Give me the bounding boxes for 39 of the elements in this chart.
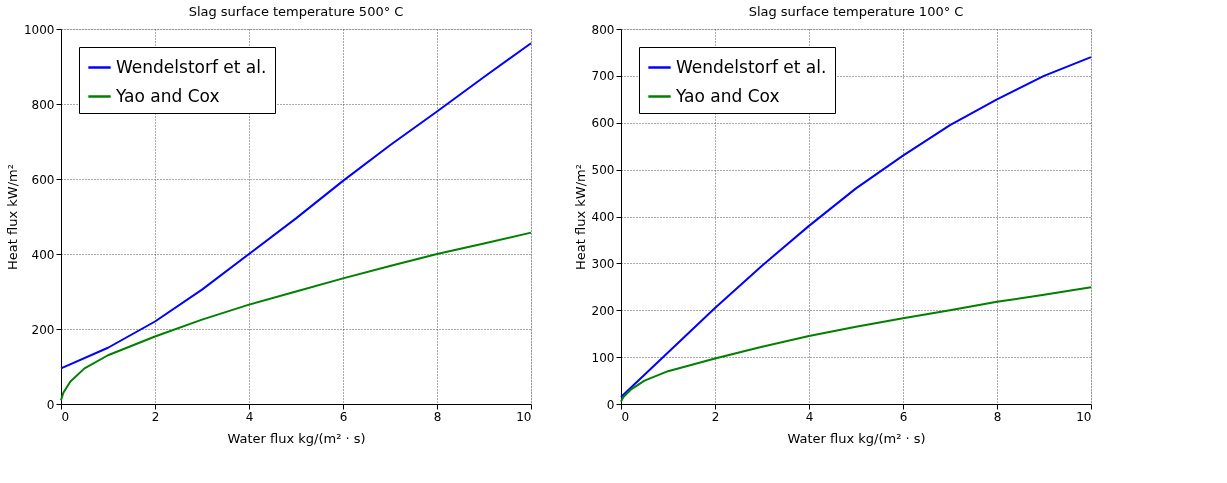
y-tick-label: 1000 — [23, 22, 55, 37]
x-axis-title: Water flux kg/(m² · s) — [787, 430, 926, 446]
x-tick-label: 8 — [433, 409, 442, 424]
y-tick-label: 600 — [591, 116, 615, 131]
legend-label: Yao and Cox — [675, 85, 780, 106]
x-tick-label: 2 — [711, 409, 720, 424]
y-tick-label: 200 — [591, 303, 615, 318]
x-tick-label: 4 — [245, 409, 254, 424]
x-tick-label: 2 — [151, 409, 160, 424]
x-tick-label: 4 — [805, 409, 814, 424]
y-tick-label: 0 — [606, 397, 615, 412]
y-tick-label: 0 — [46, 397, 55, 412]
chart-title: Slag surface temperature 500° C — [188, 4, 404, 19]
y-tick-label: 400 — [591, 210, 615, 224]
y-tick-label: 300 — [591, 256, 615, 271]
x-tick-label: 10 — [1076, 409, 1092, 424]
x-tick-label: 6 — [899, 409, 908, 424]
legend-label: Wendelstorf et al. — [116, 56, 267, 77]
y-tick-label: 200 — [31, 322, 55, 337]
line-series — [60, 42, 532, 370]
legend-label: Wendelstorf et al. — [676, 56, 827, 77]
y-axis-title: Heat flux kW/m² — [572, 164, 588, 270]
x-tick-label: 10 — [516, 409, 532, 424]
y-tick-label: 600 — [31, 172, 55, 187]
y-axis-title: Heat flux kW/m² — [4, 164, 20, 270]
chart-title: Slag surface temperature 100° C — [748, 4, 964, 19]
y-tick-label: 400 — [31, 247, 55, 262]
y-tick-label: 700 — [591, 69, 615, 84]
x-tick-label: 0 — [621, 409, 630, 424]
x-tick-label: 6 — [339, 409, 348, 424]
y-tick-label: 800 — [591, 22, 615, 37]
x-axis-title: Water flux kg/(m² · s) — [227, 430, 366, 446]
x-tick-label: 8 — [993, 409, 1002, 424]
legend-label: Yao and Cox — [115, 85, 220, 106]
y-tick-label: 100 — [591, 350, 615, 365]
y-tick-label: 800 — [31, 97, 55, 112]
x-tick-label: 0 — [61, 409, 70, 424]
line-series — [620, 56, 1092, 398]
y-tick-label: 500 — [591, 163, 615, 178]
